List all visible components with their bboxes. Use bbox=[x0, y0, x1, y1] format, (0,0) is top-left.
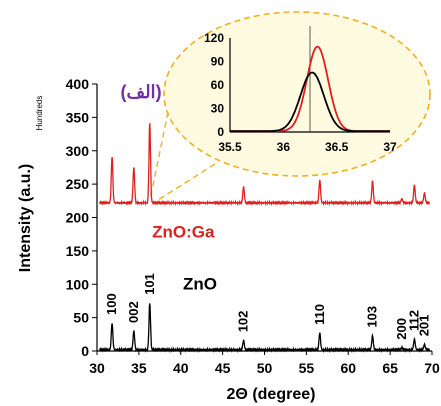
peak-label-102: 102 bbox=[236, 311, 251, 333]
y-tick-label: 100 bbox=[66, 276, 90, 292]
y-tick-label: 50 bbox=[73, 310, 89, 326]
inset-y-tick-label: 30 bbox=[211, 102, 225, 116]
inset-x-tick-label: 36.5 bbox=[325, 140, 349, 154]
x-tick-label: 35 bbox=[131, 360, 147, 376]
series-line-zno-ga bbox=[98, 123, 431, 207]
inset-x-tick-label: 35.5 bbox=[218, 140, 242, 154]
peak-label-103: 103 bbox=[365, 306, 380, 328]
y-tick-label: 300 bbox=[66, 143, 90, 159]
y-tick-label: 0 bbox=[81, 343, 89, 359]
x-tick-label: 45 bbox=[215, 360, 231, 376]
x-tick-label: 30 bbox=[89, 360, 105, 376]
y-tick-label: 200 bbox=[66, 210, 90, 226]
x-tick-label: 65 bbox=[382, 360, 398, 376]
peak-label-200: 200 bbox=[394, 318, 409, 340]
inset-y-tick-label: 90 bbox=[211, 55, 225, 69]
inset-x-tick-label: 37 bbox=[383, 140, 397, 154]
peak-label-201: 201 bbox=[417, 315, 432, 337]
y-tick-label: 150 bbox=[66, 243, 90, 259]
inset-chart: 0 30 60 90 120 35.5 36 36.5 37 bbox=[204, 26, 397, 154]
panel-label: (الف) bbox=[120, 82, 161, 102]
x-axis-label: 2Θ (degree) bbox=[227, 386, 316, 403]
series-label-znoga: ZnO:Ga bbox=[152, 223, 215, 242]
inset-x-tick-label: 36 bbox=[277, 140, 291, 154]
peak-label-110: 110 bbox=[312, 304, 327, 325]
inset-y-tick-label: 0 bbox=[217, 125, 224, 139]
series-line-zno bbox=[98, 303, 431, 354]
peak-label-002: 002 bbox=[126, 301, 141, 323]
x-tick-label: 60 bbox=[340, 360, 356, 376]
y-axis-label: Intensity (a.u.) bbox=[17, 164, 34, 272]
x-tick-label: 40 bbox=[173, 360, 189, 376]
peak-label-112: 112 bbox=[406, 310, 421, 331]
inset-series-line-zno bbox=[230, 71, 390, 133]
x-tick-label: 50 bbox=[257, 360, 273, 376]
peak-label-100: 100 bbox=[104, 293, 119, 315]
y-tick-label: 350 bbox=[66, 109, 90, 125]
y-unit-note: Hundreds bbox=[35, 96, 44, 131]
series-label-zno: ZnO bbox=[183, 275, 217, 294]
inset-callout bbox=[149, 11, 431, 201]
x-tick-label: 55 bbox=[299, 360, 315, 376]
x-tick-label: 70 bbox=[424, 360, 440, 376]
y-tick-label: 400 bbox=[66, 76, 90, 92]
y-tick-label: 250 bbox=[66, 176, 90, 192]
inset-y-tick-label: 60 bbox=[211, 78, 225, 92]
inset-y-tick-label: 120 bbox=[204, 31, 224, 45]
callout-connector-left bbox=[149, 111, 169, 201]
peak-label-101: 101 bbox=[142, 273, 157, 295]
callout-connector-bottom bbox=[157, 163, 216, 201]
